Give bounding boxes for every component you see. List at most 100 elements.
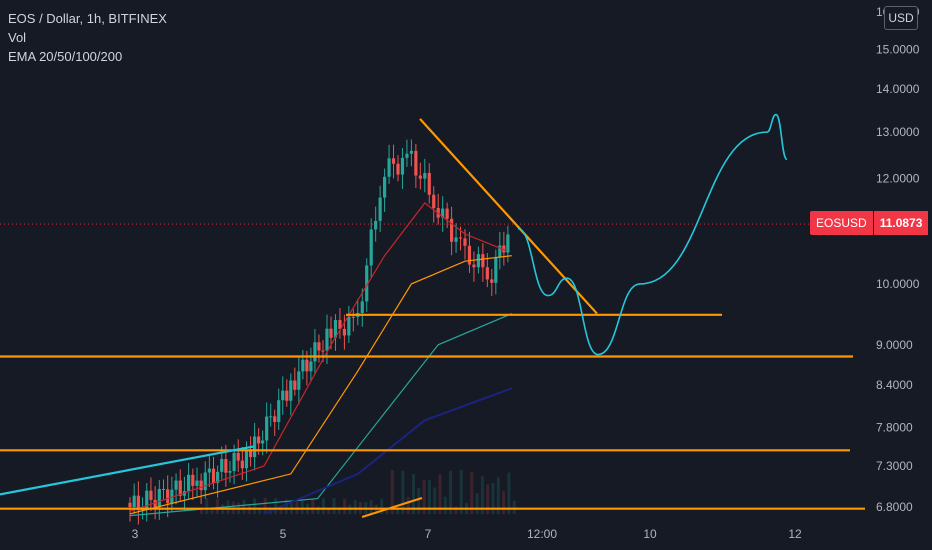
- volume-bar: [496, 477, 500, 514]
- x-tick-label: 12: [788, 527, 802, 541]
- x-tick-label: 10: [643, 527, 657, 541]
- candle-body: [216, 471, 220, 484]
- volume-bar: [401, 470, 405, 514]
- candle-body: [325, 328, 329, 351]
- candle-body: [244, 449, 249, 469]
- candle-body: [273, 416, 277, 422]
- candle-body: [441, 208, 445, 218]
- candle-body: [236, 452, 240, 461]
- candle-body: [409, 150, 413, 154]
- candle-body: [293, 380, 297, 390]
- candle-body: [309, 361, 313, 372]
- volume-bar: [512, 500, 516, 514]
- candle-body: [490, 279, 494, 283]
- y-tick-label: 7.3000: [876, 459, 913, 473]
- candle-body: [338, 320, 342, 329]
- last-price-tag: EOSUSD 11.0873: [810, 211, 929, 235]
- candle-body: [195, 480, 199, 486]
- candle-body: [265, 416, 269, 441]
- candle-body: [285, 390, 289, 401]
- candle-body: [432, 194, 436, 209]
- chart-legend: EOS / Dollar, 1h, BITFINEX Vol EMA 20/50…: [8, 9, 167, 66]
- volume-bar: [274, 498, 278, 514]
- candle-body: [297, 371, 301, 390]
- candle-body: [387, 158, 391, 177]
- volume-bar: [459, 470, 463, 514]
- candle-body: [305, 359, 309, 372]
- x-tick-label: 7: [425, 527, 432, 541]
- volume-bar: [454, 506, 458, 514]
- volume-bar: [475, 493, 479, 514]
- volume-bar: [449, 470, 453, 514]
- currency-button[interactable]: USD: [884, 6, 918, 30]
- volume-bar: [385, 507, 389, 514]
- candle-body: [400, 157, 405, 175]
- volume-bar: [332, 498, 336, 514]
- y-tick-label: 12.0000: [876, 171, 920, 185]
- y-tick-label: 8.4000: [876, 378, 913, 392]
- y-tick-label: 9.0000: [876, 338, 913, 352]
- candle-body: [342, 328, 346, 336]
- candle-body: [301, 359, 305, 372]
- candle-body: [313, 342, 317, 362]
- ema-line: [263, 387, 513, 515]
- volume-bar: [396, 507, 400, 514]
- candle-body: [178, 480, 182, 496]
- candle-body: [203, 472, 207, 491]
- volume-bar: [279, 505, 283, 514]
- candle-body: [281, 390, 285, 401]
- candle-body: [166, 489, 170, 504]
- candle-body: [211, 468, 216, 484]
- candle-body: [317, 342, 321, 351]
- volume-bar: [263, 498, 267, 514]
- x-tick-label: 12:00: [527, 527, 557, 541]
- volume-bar: [316, 506, 320, 514]
- candle-body: [170, 489, 174, 504]
- candle-body: [405, 153, 409, 158]
- y-tick-label: 10.0000: [876, 277, 920, 291]
- candle-body: [261, 440, 265, 444]
- candle-body: [494, 257, 498, 283]
- candle-body: [157, 489, 161, 508]
- ema-line: [129, 255, 512, 515]
- candle-body: [445, 208, 449, 219]
- candle-body: [136, 495, 140, 511]
- candle-body: [149, 490, 153, 500]
- candle-body: [498, 245, 502, 258]
- candle-body: [418, 175, 422, 179]
- volume-bar: [327, 509, 331, 514]
- candle-body: [191, 474, 195, 486]
- candle-body: [378, 197, 382, 221]
- y-tick-label: 13.0000: [876, 125, 920, 139]
- volume-bar: [412, 474, 415, 514]
- candle-body: [132, 495, 136, 507]
- candle-body: [391, 158, 396, 164]
- volume-bar: [343, 498, 347, 514]
- volume-bar: [215, 498, 219, 514]
- candle-body: [347, 316, 351, 336]
- volume-bar: [210, 506, 214, 514]
- candle-body: [161, 489, 166, 491]
- candle-body: [360, 301, 364, 313]
- candle-body: [228, 471, 232, 473]
- x-tick-label: 3: [132, 527, 139, 541]
- resistance-trendline: [419, 118, 598, 315]
- volume-bar: [470, 471, 474, 514]
- y-tick-label: 6.8000: [876, 500, 913, 514]
- volume-bar: [406, 497, 410, 514]
- candle-body: [476, 254, 480, 268]
- projection-path: [517, 113, 788, 356]
- candle-body: [485, 267, 489, 280]
- candle-body: [472, 264, 476, 268]
- candle-body: [454, 237, 458, 242]
- volume-bar: [507, 472, 511, 514]
- candle-body: [467, 245, 472, 265]
- candle-body: [463, 238, 467, 246]
- candle-body: [240, 460, 244, 469]
- candle-body: [257, 436, 261, 444]
- candle-body: [145, 490, 149, 508]
- candle-body: [423, 172, 427, 179]
- candle-body: [253, 436, 257, 458]
- candle-body: [224, 459, 228, 473]
